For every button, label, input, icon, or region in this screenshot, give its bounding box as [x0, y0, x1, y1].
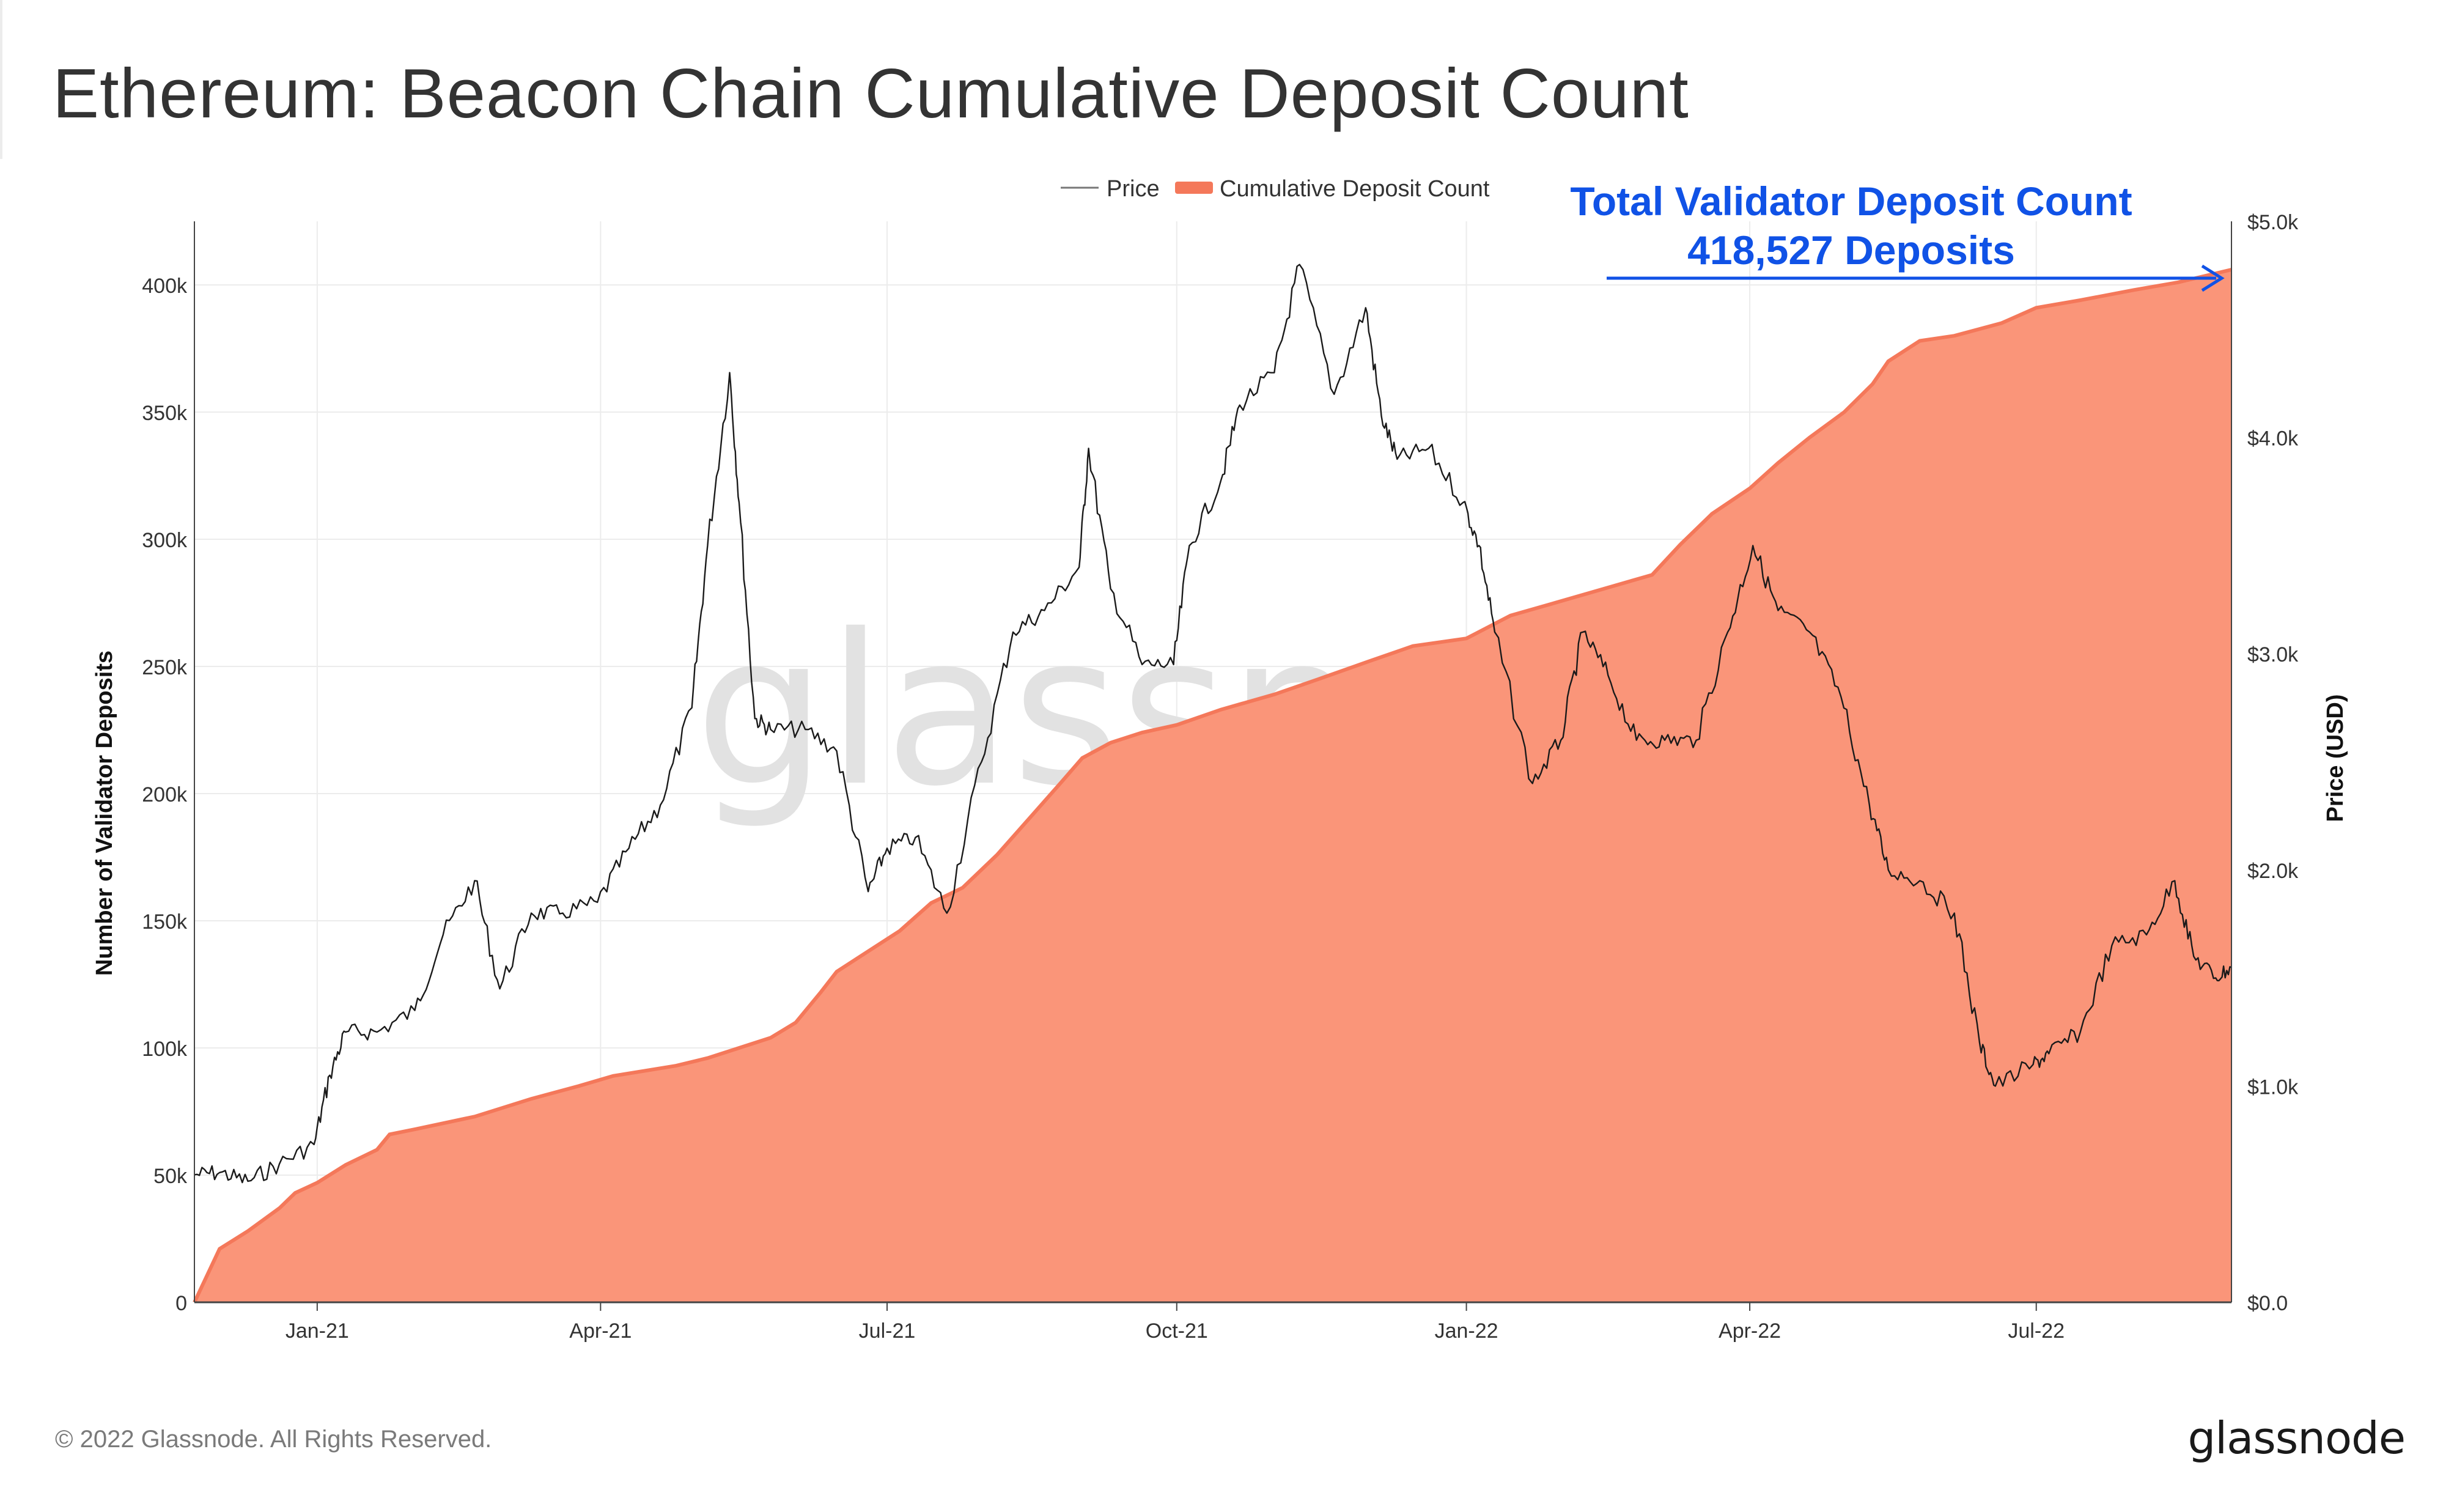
y-right-tick-label: $3.0k	[2247, 643, 2299, 666]
cumulative-deposit-line	[193, 268, 2232, 1304]
y-right-tick-label: $0.0	[2247, 1292, 2288, 1315]
y-left-tick-label: 100k	[142, 1038, 188, 1061]
annotation-line-2: 418,527 Deposits	[1687, 227, 2015, 273]
axes: 0 50k 100k 150k 200k 250k 300k 350k 400k $0.0 $1.0…	[142, 211, 2299, 1343]
page-title: Ethereum: Beacon Chain Cumulative Deposi…	[53, 55, 1689, 133]
legend: Price Cumulative Deposit Count	[1061, 176, 1490, 202]
total-deposit-annotation: Total Validator Deposit Count 418,527 De…	[1570, 179, 2225, 292]
y-left-tick-label: 200k	[142, 783, 188, 806]
legend-deposit-label: Cumulative Deposit Count	[1220, 176, 1490, 202]
y-left-axis-label: Number of Validator Deposits	[92, 651, 117, 976]
annotation-arrow-head	[2201, 264, 2225, 292]
page-edge-mark	[0, 0, 2, 159]
x-tick-label: Jan-21	[286, 1319, 349, 1343]
x-tick-label: Jul-21	[859, 1319, 916, 1343]
price-line	[194, 264, 2232, 1184]
x-tick-label: Oct-21	[1146, 1319, 1208, 1343]
y-left-tick-label: 300k	[142, 529, 188, 552]
x-tick-label: Jul-22	[2008, 1319, 2065, 1343]
y-left-tick-label: 250k	[142, 656, 188, 679]
y-right-tick-label: $1.0k	[2247, 1075, 2299, 1099]
copyright-notice: © 2022 Glassnode. All Rights Reserved.	[55, 1426, 492, 1453]
y-left-tick-label: 50k	[153, 1165, 188, 1188]
y-right-tick-label: $4.0k	[2247, 427, 2299, 451]
y-left-tick-label: 400k	[142, 275, 188, 298]
annotation-line-1: Total Validator Deposit Count	[1570, 179, 2132, 224]
y-right-tick-label: $5.0k	[2247, 211, 2299, 234]
x-tick-label: Apr-21	[569, 1319, 632, 1343]
x-tick-label: Apr-22	[1719, 1319, 1781, 1343]
legend-price-label: Price	[1107, 176, 1160, 202]
cumulative-deposit-area	[194, 270, 2231, 1302]
y-left-tick-label: 0	[175, 1292, 187, 1315]
y-left-tick-label: 150k	[142, 910, 188, 934]
legend-deposit-swatch	[1175, 182, 1213, 194]
x-tick-label: Jan-22	[1435, 1319, 1498, 1343]
y-right-axis-label: Price (USD)	[2323, 694, 2348, 822]
brand-logo: glassnode	[2187, 1412, 2406, 1464]
y-left-tick-label: 350k	[142, 402, 188, 425]
y-right-tick-label: $2.0k	[2247, 860, 2299, 883]
